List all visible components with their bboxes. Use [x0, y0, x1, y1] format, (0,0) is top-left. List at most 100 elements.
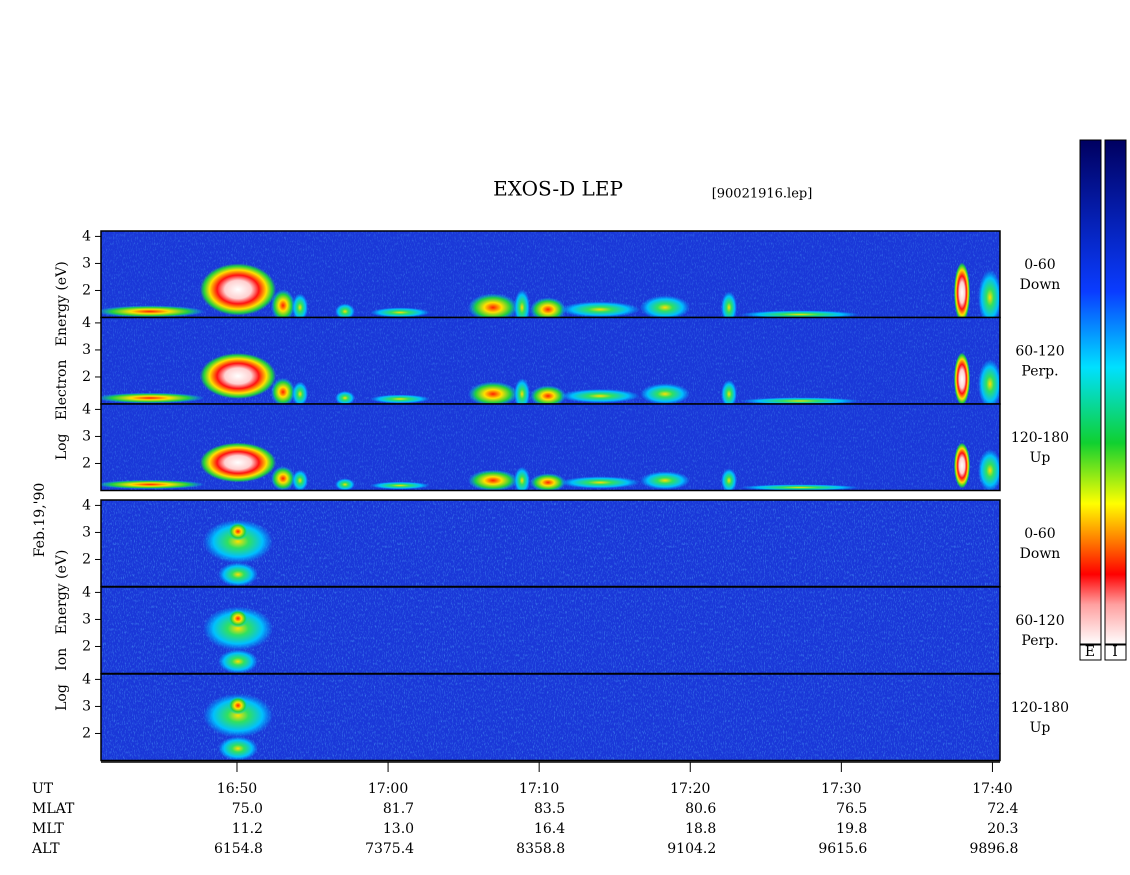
spectral-feature	[335, 303, 355, 318]
spectral-feature	[468, 381, 518, 404]
x-tick-label: 17:00	[368, 781, 408, 797]
spectral-feature	[101, 479, 205, 490]
panel-label: 0-60	[1024, 257, 1055, 273]
spectral-feature	[271, 466, 295, 491]
panel-label: Perp.	[1021, 364, 1058, 380]
y-tick-label: 3	[82, 255, 91, 271]
orbit-value: 81.7	[383, 801, 414, 817]
x-tick-label: 17:10	[519, 781, 559, 797]
spectral-feature	[560, 388, 640, 404]
y-tick-label: 2	[82, 551, 91, 567]
spectral-feature	[954, 262, 970, 318]
y-tick-label: 3	[82, 611, 91, 627]
y-tick-label: 2	[82, 369, 91, 385]
orbit-value: 20.3	[987, 821, 1018, 837]
spectral-feature	[200, 442, 276, 483]
spectral-feature	[271, 289, 295, 318]
panel-label: 0-60	[1024, 526, 1055, 542]
spectral-feature	[978, 449, 1000, 491]
spectral-feature	[271, 377, 295, 404]
y-tick-label: 4	[82, 671, 91, 687]
orbit-value: 76.5	[836, 801, 867, 817]
y-tick-label: 3	[82, 698, 91, 714]
spectral-feature	[640, 295, 690, 318]
y-tick-label: 2	[82, 282, 91, 298]
panel-label: Up	[1030, 450, 1051, 466]
colorbar	[1079, 139, 1102, 646]
spectral-feature	[978, 269, 1000, 318]
spectral-feature	[740, 484, 860, 491]
colorbar-label: I	[1112, 644, 1118, 660]
panel	[101, 500, 1000, 587]
orbit-value: 9615.6	[818, 841, 867, 857]
orbit-row-name: MLAT	[32, 801, 75, 817]
date-label: Feb.19,'90	[32, 483, 48, 558]
orbit-value: 9104.2	[667, 841, 716, 857]
chart-title: EXOS-D LEP	[493, 177, 623, 201]
orbit-value: 80.6	[685, 801, 716, 817]
spectral-feature	[292, 293, 308, 318]
orbit-value: 18.8	[685, 821, 716, 837]
spectral-feature	[228, 696, 248, 715]
orbit-value: 9896.8	[969, 841, 1018, 857]
spectral-feature	[370, 307, 430, 318]
spectral-feature	[514, 378, 530, 404]
spectral-feature	[954, 352, 970, 404]
spectral-feature	[335, 478, 355, 491]
panel-label: 120-180	[1011, 700, 1069, 716]
panel	[101, 317, 1000, 404]
spectral-feature	[228, 522, 248, 541]
spectral-feature	[560, 301, 640, 318]
y-tick-label: 2	[82, 638, 91, 654]
spectral-feature	[468, 293, 518, 318]
y-tick-label: 2	[82, 725, 91, 741]
spectral-feature	[640, 471, 690, 490]
spectral-feature	[218, 649, 258, 674]
spectral-feature	[468, 469, 518, 491]
panel-label: Perp.	[1021, 633, 1058, 649]
y-tick-label: 4	[82, 228, 91, 244]
spectral-feature	[200, 263, 276, 316]
spectral-feature	[292, 381, 308, 404]
spectral-feature	[335, 390, 355, 404]
spectral-feature	[292, 469, 308, 491]
spectral-feature	[101, 305, 205, 318]
spectral-feature	[228, 609, 248, 628]
y-tick-label: 3	[82, 524, 91, 540]
y-tick-label: 3	[82, 342, 91, 358]
spectral-feature	[218, 562, 258, 587]
panel-frame	[100, 403, 1001, 492]
y-tick-label: 4	[82, 497, 91, 513]
panel-label: 60-120	[1015, 344, 1064, 360]
spectral-feature	[200, 353, 276, 399]
file-label: [90021916.lep]	[712, 187, 813, 202]
orbit-row-name: ALT	[31, 841, 60, 857]
panel	[101, 231, 1000, 318]
spectral-feature	[203, 519, 273, 564]
panel-label: 60-120	[1015, 613, 1064, 629]
orbit-value: 83.5	[534, 801, 565, 817]
panel	[101, 404, 1000, 491]
spectral-feature	[560, 476, 640, 489]
y-tick-label: 4	[82, 401, 91, 417]
y-tick-label: 4	[82, 584, 91, 600]
spectral-feature	[721, 379, 737, 404]
orbit-row-name: MLT	[32, 821, 64, 837]
y-axis-label: Log Electron Energy (eV)	[54, 261, 70, 460]
panel-label: Down	[1020, 277, 1061, 293]
spectral-feature	[954, 442, 970, 489]
orbit-value: 6154.8	[214, 841, 263, 857]
y-tick-label: 3	[82, 428, 91, 444]
spectral-feature	[978, 359, 1000, 404]
colorbar	[1104, 139, 1127, 646]
orbit-value: 16.4	[534, 821, 565, 837]
orbit-value: 8358.8	[516, 841, 565, 857]
panel-label: Up	[1030, 720, 1051, 736]
x-tick-label: 16:50	[217, 781, 257, 797]
spectral-feature	[370, 481, 430, 490]
spectral-feature	[721, 291, 737, 318]
spectral-feature	[101, 392, 205, 404]
orbit-value: 13.0	[383, 821, 414, 837]
spectral-feature	[203, 606, 273, 651]
